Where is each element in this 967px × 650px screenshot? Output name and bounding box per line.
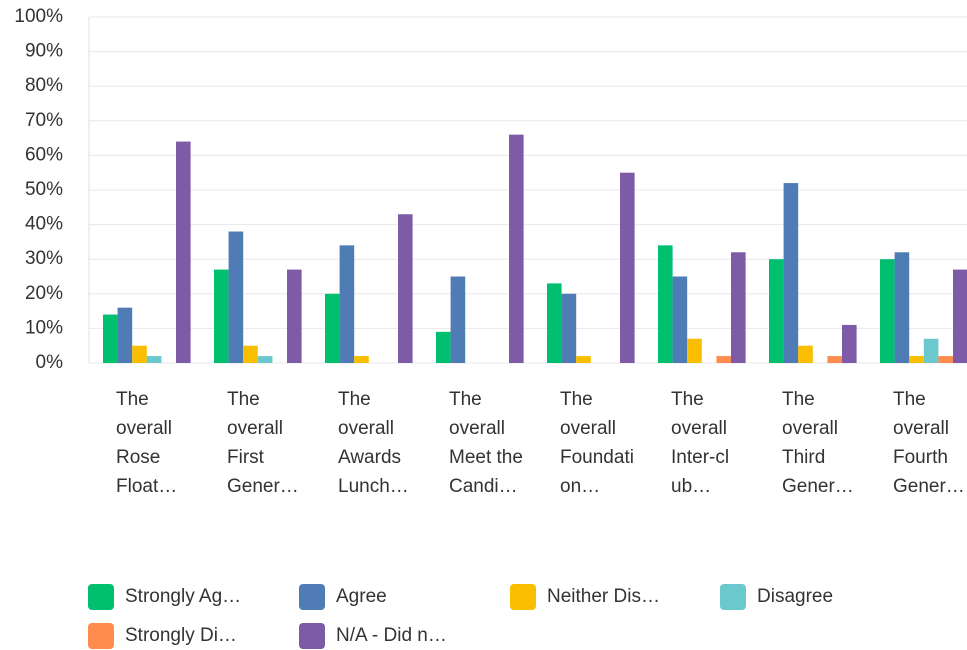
legend-swatch (510, 584, 536, 610)
x-tick-label: The (893, 389, 926, 410)
x-tick-label: The (449, 389, 482, 410)
legend-swatch (299, 623, 325, 649)
x-tick-label: overall (338, 418, 394, 439)
legend-swatch (88, 584, 114, 610)
bar (842, 324, 857, 363)
bar (450, 276, 466, 363)
y-tick-label: 40% (25, 214, 63, 235)
bar (672, 276, 688, 363)
bar (783, 183, 799, 363)
x-tick-label: Third (782, 447, 825, 468)
y-tick-label: 80% (25, 75, 63, 96)
bar (827, 356, 842, 363)
x-tick-label: The (227, 389, 260, 410)
y-tick-label: 0% (36, 352, 64, 373)
y-tick-label: 20% (25, 283, 63, 304)
y-tick-label: 90% (25, 41, 63, 62)
bar (769, 259, 784, 363)
bar (731, 252, 746, 363)
x-tick-label: overall (227, 418, 283, 439)
bar (214, 269, 229, 363)
bar (339, 245, 355, 363)
bar (436, 331, 451, 363)
bar (658, 245, 673, 363)
x-tick-label: Inter-cl (671, 447, 729, 468)
bar (953, 269, 967, 363)
x-tick-label: The (116, 389, 149, 410)
legend-label: Disagree (757, 586, 833, 607)
x-tick-label: Float… (116, 476, 177, 497)
bar (132, 345, 147, 363)
bar (103, 314, 118, 363)
x-tick-label: overall (560, 418, 616, 439)
x-tick-label: Gener… (782, 476, 854, 497)
bar (923, 338, 939, 363)
bar (880, 259, 895, 363)
x-tick-label: ub… (671, 476, 711, 497)
x-tick-label: Gener… (227, 476, 299, 497)
x-tick-label: overall (893, 418, 949, 439)
y-tick-label: 100% (14, 6, 63, 27)
legend-label: Agree (336, 586, 387, 607)
x-tick-label: Fourth (893, 447, 948, 468)
x-tick-label: overall (449, 418, 505, 439)
x-tick-label: The (338, 389, 371, 410)
x-tick-label: Rose (116, 447, 160, 468)
x-tick-label: The (782, 389, 815, 410)
bar (576, 356, 591, 363)
bar (687, 338, 702, 363)
bar (509, 134, 524, 363)
y-tick-label: 70% (25, 110, 63, 131)
x-tick-label: The (560, 389, 593, 410)
bar (228, 231, 244, 363)
legend-label: Strongly Di… (125, 625, 237, 646)
y-tick-label: 50% (25, 179, 63, 200)
bar (398, 214, 413, 363)
x-tick-label: overall (671, 418, 727, 439)
bar (146, 356, 162, 363)
bar (287, 269, 302, 363)
x-tick-label: Awards (338, 447, 401, 468)
bar (257, 356, 273, 363)
bar (620, 172, 635, 363)
bar (938, 356, 953, 363)
legend-swatch (299, 584, 325, 610)
legend-label: N/A - Did n… (336, 625, 447, 646)
y-tick-label: 10% (25, 317, 63, 338)
bar (798, 345, 813, 363)
bar (354, 356, 369, 363)
x-tick-label: Candi… (449, 476, 518, 497)
bar (716, 356, 731, 363)
legend-label: Neither Dis… (547, 586, 660, 607)
bar (894, 252, 910, 363)
x-tick-label: overall (116, 418, 172, 439)
bar (909, 356, 924, 363)
x-tick-label: The (671, 389, 704, 410)
bar (561, 293, 577, 363)
x-tick-label: on… (560, 476, 600, 497)
bar (547, 283, 562, 363)
bar (325, 293, 340, 363)
legend-swatch (88, 623, 114, 649)
y-tick-label: 30% (25, 248, 63, 269)
x-tick-label: Gener… (893, 476, 965, 497)
x-tick-label: Foundati (560, 447, 634, 468)
bar (117, 307, 133, 363)
legend-swatch (720, 584, 746, 610)
bar (176, 141, 191, 363)
x-tick-label: overall (782, 418, 838, 439)
x-tick-label: Meet the (449, 447, 523, 468)
y-tick-label: 60% (25, 144, 63, 165)
x-tick-label: Lunch… (338, 476, 409, 497)
bar (243, 345, 258, 363)
x-tick-label: First (227, 447, 265, 468)
legend-label: Strongly Ag… (125, 586, 241, 607)
